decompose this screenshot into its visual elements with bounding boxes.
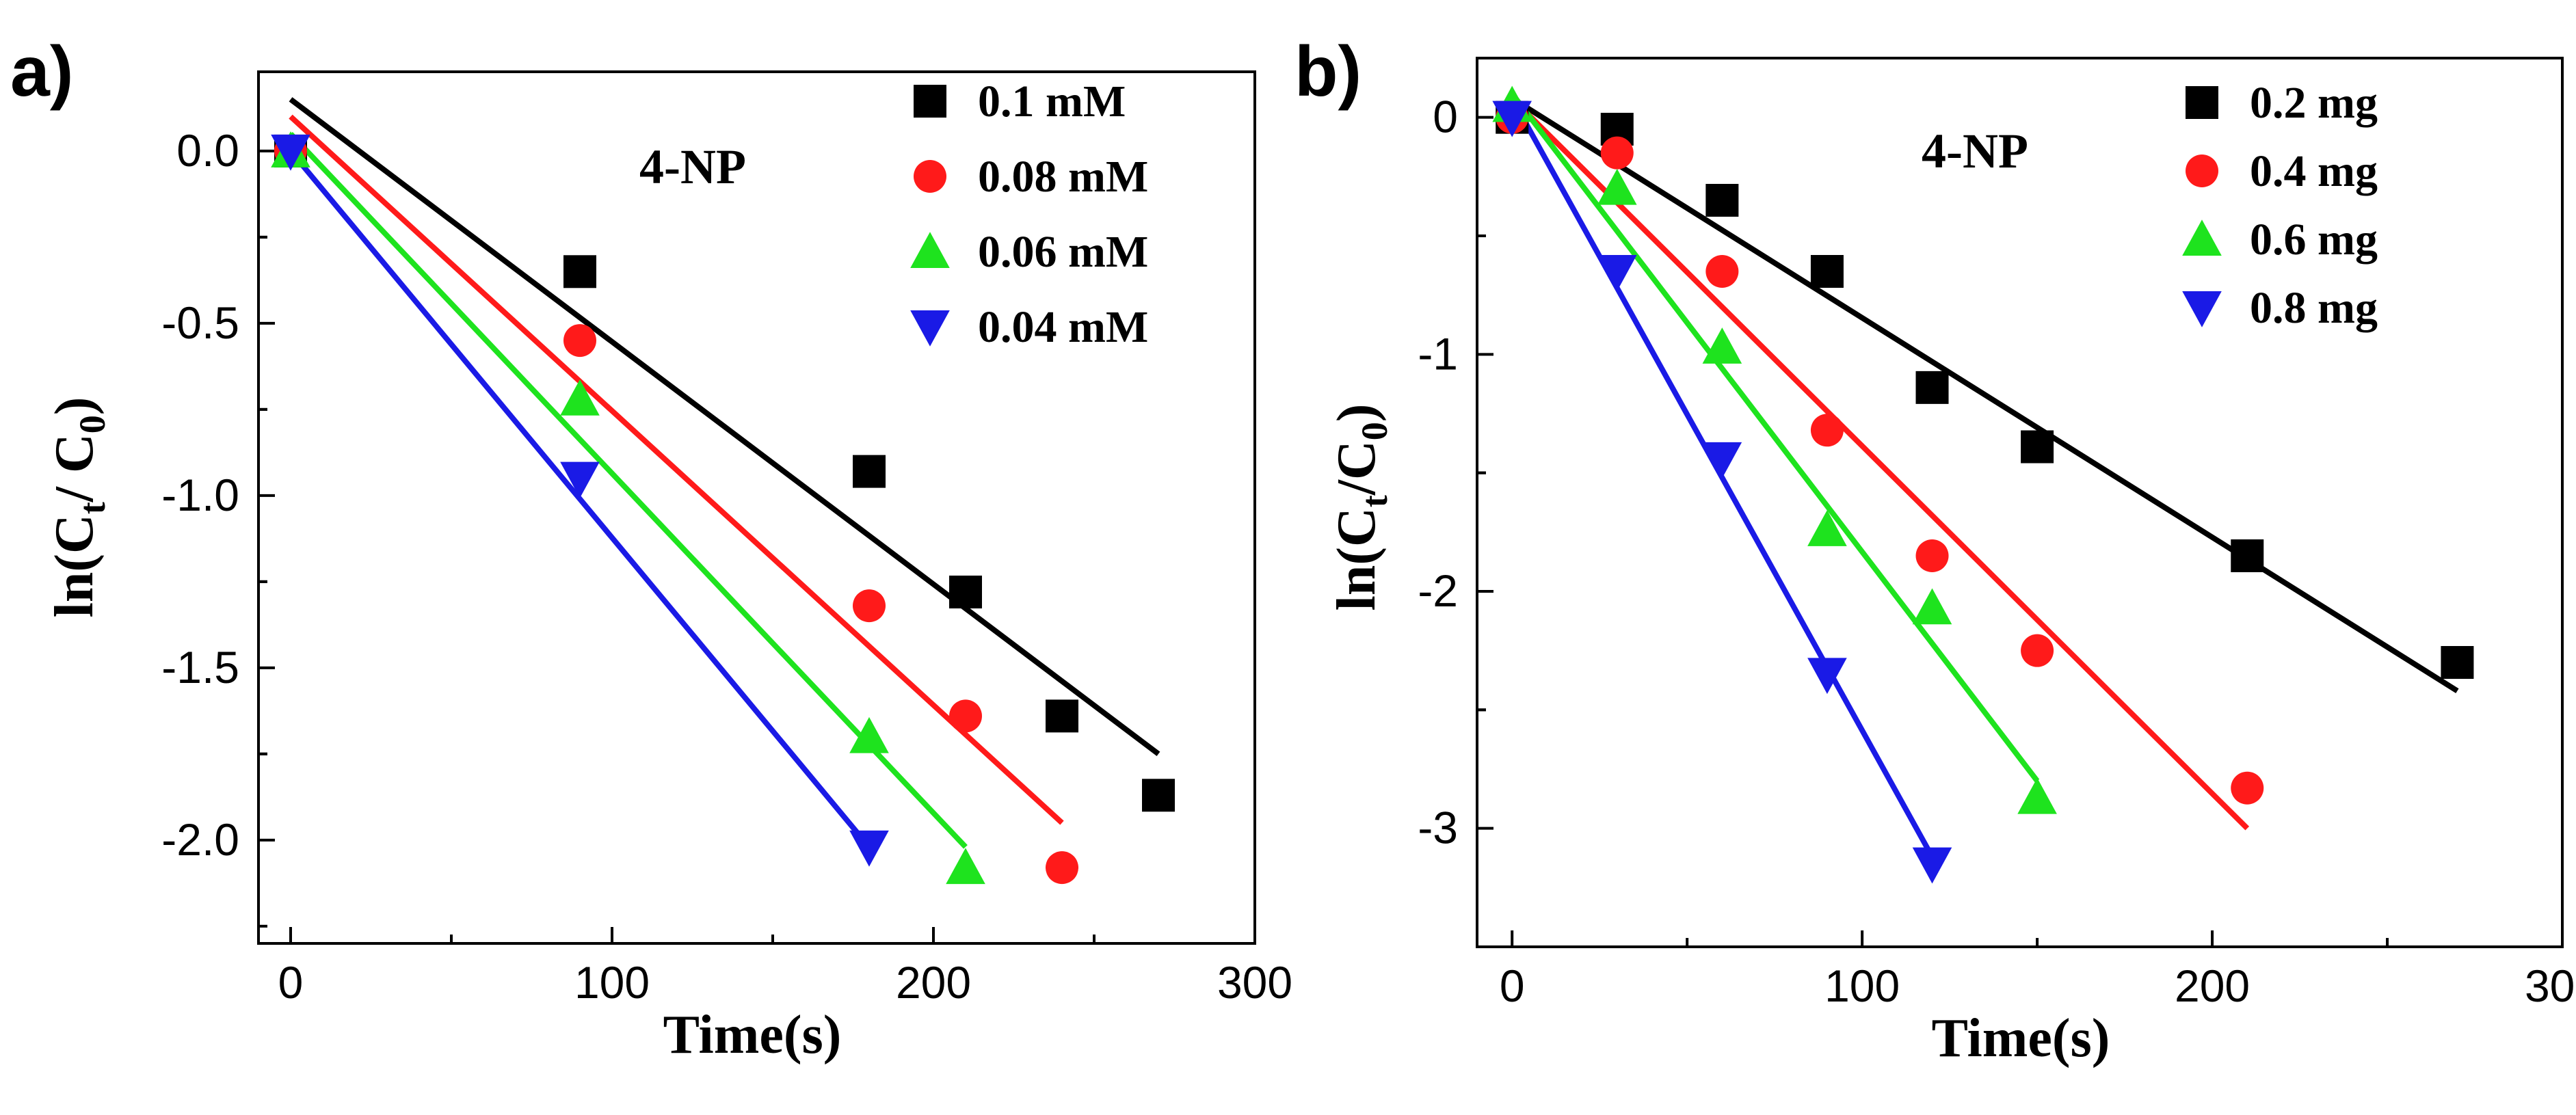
plot-frame-b xyxy=(1476,57,2564,948)
data-point xyxy=(1142,779,1175,812)
legend-label: 0.6 mg xyxy=(2250,215,2378,265)
data-point xyxy=(2021,634,2054,667)
x-tick-label: 100 xyxy=(1824,960,1900,1011)
y-tick-label: 0 xyxy=(1433,92,1458,142)
legend-label: 0.4 mg xyxy=(2250,146,2378,196)
legend-marker xyxy=(2186,86,2218,119)
data-point xyxy=(560,379,600,416)
data-point xyxy=(563,255,596,288)
y-tick-label: -2 xyxy=(1418,565,1458,616)
data-point xyxy=(853,589,886,623)
data-point xyxy=(1702,442,1742,479)
legend-label: 0.8 mg xyxy=(2250,283,2378,333)
y-axis-title-a: ln(Ct/ C0) xyxy=(44,397,113,618)
data-point xyxy=(1915,371,1949,404)
legend-marker xyxy=(914,160,946,193)
data-point xyxy=(1492,100,1532,137)
data-point xyxy=(946,848,985,885)
data-point xyxy=(2441,646,2474,679)
legend-marker xyxy=(910,310,950,347)
y-tick-label: -1.0 xyxy=(161,470,239,520)
x-axis-title-b: Time(s) xyxy=(1932,1008,2110,1069)
data-point xyxy=(1705,255,1739,288)
axis-ticks-a: 0 100 200 300 0.0 -0.5 -1.0 -1.5 -2.0 xyxy=(161,125,1292,1008)
x-tick-label: 0 xyxy=(278,957,304,1008)
data-point xyxy=(1810,414,1844,447)
data-point xyxy=(1807,658,1847,695)
x-tick-label: 300 xyxy=(1217,957,1292,1008)
panel-label-a: a) xyxy=(10,32,73,111)
data-point xyxy=(949,699,982,733)
data-point xyxy=(1915,539,1949,572)
data-points-a xyxy=(271,131,1175,885)
legend-marker xyxy=(2186,155,2218,187)
fit-line xyxy=(289,97,1160,757)
data-points-b xyxy=(1492,85,2474,884)
data-point xyxy=(2017,777,2057,814)
x-axis-title-a: Time(s) xyxy=(663,1005,842,1065)
annotation-a: 4-NP xyxy=(639,139,746,194)
axis-ticks-b: 0 100 200 300 0 -1 -2 -3 xyxy=(1418,92,2576,1011)
data-point xyxy=(1705,184,1739,217)
y-tick-label: -3 xyxy=(1418,803,1458,853)
fit-line xyxy=(289,114,1064,825)
legend-marker xyxy=(910,232,950,268)
data-point xyxy=(271,134,310,171)
legend-a: 0.1 mM 0.08 mM 0.06 mM 0.04 mM xyxy=(910,77,1148,352)
fit-line xyxy=(289,131,968,849)
data-point xyxy=(1702,327,1742,364)
x-tick-label: 0 xyxy=(1500,960,1525,1011)
data-point xyxy=(1912,588,1952,625)
panel-a: a) 0 100 200 300 0.0 -0.5 -1.0 -1.5 -2.0 4-NP 0.… xyxy=(10,32,1292,1065)
data-point xyxy=(1597,168,1637,205)
legend-b: 0.2 mg 0.4 mg 0.6 mg 0.8 mg xyxy=(2182,78,2378,333)
x-tick-label: 200 xyxy=(896,957,971,1008)
fit-lines-a xyxy=(288,97,1160,849)
legend-label: 0.1 mM xyxy=(978,77,1126,126)
panel-label-b: b) xyxy=(1294,32,1362,111)
data-point xyxy=(949,575,982,608)
x-tick-label: 300 xyxy=(2525,960,2576,1011)
data-point xyxy=(1810,255,1844,288)
legend-label: 0.06 mM xyxy=(978,227,1148,277)
data-point xyxy=(2231,771,2264,805)
legend-label: 0.04 mM xyxy=(978,302,1148,352)
legend-marker xyxy=(2182,291,2222,327)
fit-line xyxy=(288,149,872,849)
y-tick-label: -2.0 xyxy=(161,814,239,865)
annotation-b: 4-NP xyxy=(1922,124,2028,178)
data-point xyxy=(849,830,889,867)
fit-lines-b xyxy=(1509,92,2459,859)
legend-label: 0.08 mM xyxy=(978,152,1148,202)
x-tick-label: 100 xyxy=(574,957,650,1008)
plot-frame-a xyxy=(257,70,1256,945)
data-point xyxy=(1912,847,1952,884)
data-point xyxy=(849,716,889,753)
data-point xyxy=(1046,851,1078,885)
fit-line xyxy=(1510,92,2040,783)
legend-marker xyxy=(914,85,946,118)
data-point xyxy=(1600,136,1634,170)
legend-marker xyxy=(2182,219,2222,256)
legend-label: 0.2 mg xyxy=(2250,78,2378,128)
data-point xyxy=(560,461,600,498)
fit-line xyxy=(1511,96,2459,693)
data-point xyxy=(2231,539,2264,572)
data-point xyxy=(1046,699,1078,733)
y-tick-label: -1 xyxy=(1418,328,1458,379)
y-tick-label: 0.0 xyxy=(176,125,239,176)
data-point xyxy=(853,455,886,488)
y-tick-label: -0.5 xyxy=(161,297,239,348)
data-point xyxy=(563,324,596,358)
x-tick-label: 200 xyxy=(2175,960,2250,1011)
data-point xyxy=(2021,430,2054,464)
data-point xyxy=(1807,510,1847,546)
y-axis-title-b: ln(Ct/C0) xyxy=(1327,404,1395,611)
y-tick-label: -1.5 xyxy=(161,642,239,693)
data-point xyxy=(1597,255,1637,291)
fit-line xyxy=(1510,96,2250,831)
